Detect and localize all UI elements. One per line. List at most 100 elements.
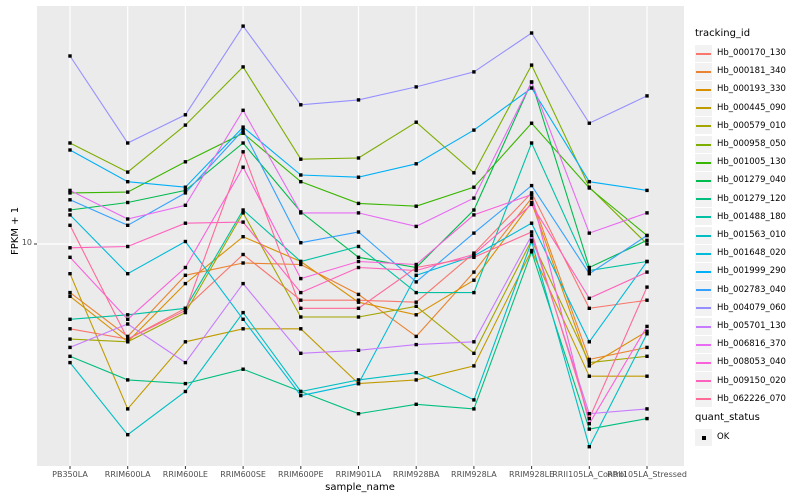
x-tick-label: RRIM600LA (104, 470, 151, 479)
legend-key (695, 44, 712, 62)
legend-label: Hb_001005_130 (717, 157, 786, 168)
data-point (126, 217, 130, 221)
plot-panel (34, 6, 684, 469)
legend-label: Hb_000445_090 (717, 102, 786, 113)
data-point (529, 183, 534, 188)
data-point (356, 175, 361, 179)
data-point (241, 367, 245, 371)
legend-label: Hb_005701_130 (717, 321, 786, 331)
data-point (183, 203, 188, 207)
data-point (356, 298, 361, 302)
data-point (529, 31, 534, 35)
data-point (241, 261, 245, 265)
data-point (183, 123, 188, 127)
data-point (472, 231, 476, 235)
legend-item-Hb_000445_090: Hb_000445_090 (695, 99, 786, 117)
legend-label: Hb_000958_050 (717, 139, 786, 149)
data-point (68, 223, 72, 227)
data-point (68, 246, 72, 250)
data-point (299, 276, 303, 281)
data-point (587, 427, 591, 431)
data-point (126, 244, 130, 249)
data-point (587, 121, 591, 125)
data-point (183, 340, 188, 344)
data-point (183, 188, 188, 193)
legend-item-Hb_001488_180: Hb_001488_180 (695, 208, 786, 226)
data-point (299, 241, 303, 245)
legend-line-swatch (696, 307, 711, 310)
data-point (356, 230, 361, 234)
legend-label: Hb_001279_040 (717, 175, 786, 186)
data-point (414, 334, 418, 339)
data-point (356, 211, 361, 215)
legend-line-swatch (696, 143, 711, 146)
data-point (472, 255, 476, 259)
plot-svg (34, 6, 684, 469)
data-point (529, 233, 534, 238)
data-point (241, 108, 245, 112)
data-point (529, 141, 534, 145)
legend-key (695, 190, 712, 208)
data-point (68, 337, 72, 341)
data-point (68, 54, 72, 58)
data-point (241, 281, 245, 286)
data-point (68, 148, 72, 152)
legend-key (695, 244, 712, 262)
data-point (645, 407, 649, 411)
data-point (356, 156, 361, 160)
legend-label: Hb_004079_060 (717, 302, 786, 313)
legend-line-swatch (696, 125, 711, 128)
legend-title-quant-status: quant_status (695, 412, 760, 423)
data-point (645, 238, 649, 242)
data-point (529, 202, 534, 207)
data-point (645, 416, 649, 421)
data-point (587, 412, 591, 416)
data-point (645, 285, 649, 289)
legend-item-Hb_000579_010: Hb_000579_010 (695, 117, 786, 135)
data-point (126, 378, 130, 382)
data-point (299, 389, 303, 394)
x-tick-label: RRIM600PE (278, 470, 324, 479)
data-point (299, 157, 303, 161)
legend-key (695, 208, 712, 226)
legend-key (695, 335, 712, 353)
data-point (414, 273, 418, 277)
legend-key (695, 135, 712, 153)
data-point (299, 259, 303, 264)
data-point (472, 171, 476, 175)
data-point (299, 327, 303, 331)
data-point (472, 70, 476, 74)
data-point (126, 334, 130, 339)
data-point (587, 416, 591, 421)
legend-key (695, 262, 712, 280)
legend-key (695, 80, 712, 98)
legend-item-Hb_001279_040: Hb_001279_040 (695, 171, 786, 189)
data-point (126, 272, 130, 276)
legend-item-Hb_001648_020: Hb_001648_020 (695, 244, 786, 262)
data-point (126, 340, 130, 344)
x-tick-label: PB350LA (52, 470, 88, 479)
data-point (472, 278, 476, 282)
data-point (68, 255, 72, 259)
data-point (183, 221, 188, 225)
data-point (529, 239, 534, 244)
legend-line-swatch (696, 380, 711, 383)
data-point (356, 98, 361, 102)
data-point (241, 317, 245, 321)
legend-label: Hb_000170_130 (717, 48, 786, 58)
data-point (587, 360, 591, 365)
data-point (356, 244, 361, 249)
legend-key (695, 372, 712, 390)
data-point (587, 445, 591, 449)
data-point (414, 378, 418, 382)
data-point (68, 317, 72, 321)
data-point (183, 306, 188, 310)
legend-label: OK (717, 432, 730, 442)
data-point (68, 208, 72, 212)
data-point (356, 306, 361, 310)
legend-line-swatch (696, 198, 711, 201)
data-point (472, 196, 476, 200)
data-point (414, 204, 418, 208)
data-point (183, 273, 188, 277)
